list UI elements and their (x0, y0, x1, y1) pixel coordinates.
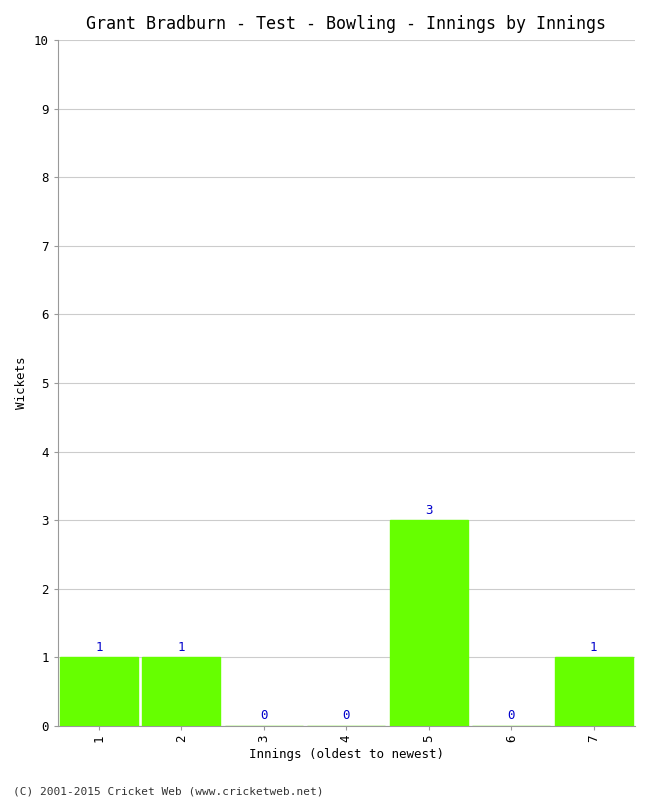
Text: 0: 0 (508, 710, 515, 722)
Text: 1: 1 (590, 641, 597, 654)
Text: 1: 1 (95, 641, 103, 654)
Text: 0: 0 (260, 710, 268, 722)
Bar (60, 658, 138, 726)
Bar (389, 520, 468, 726)
Text: 3: 3 (425, 504, 432, 517)
Bar (554, 658, 633, 726)
Bar (142, 658, 220, 726)
Text: 1: 1 (177, 641, 185, 654)
Y-axis label: Wickets: Wickets (15, 357, 28, 410)
Text: (C) 2001-2015 Cricket Web (www.cricketweb.net): (C) 2001-2015 Cricket Web (www.cricketwe… (13, 786, 324, 796)
Text: 0: 0 (343, 710, 350, 722)
X-axis label: Innings (oldest to newest): Innings (oldest to newest) (249, 748, 444, 761)
Title: Grant Bradburn - Test - Bowling - Innings by Innings: Grant Bradburn - Test - Bowling - Inning… (86, 15, 606, 33)
